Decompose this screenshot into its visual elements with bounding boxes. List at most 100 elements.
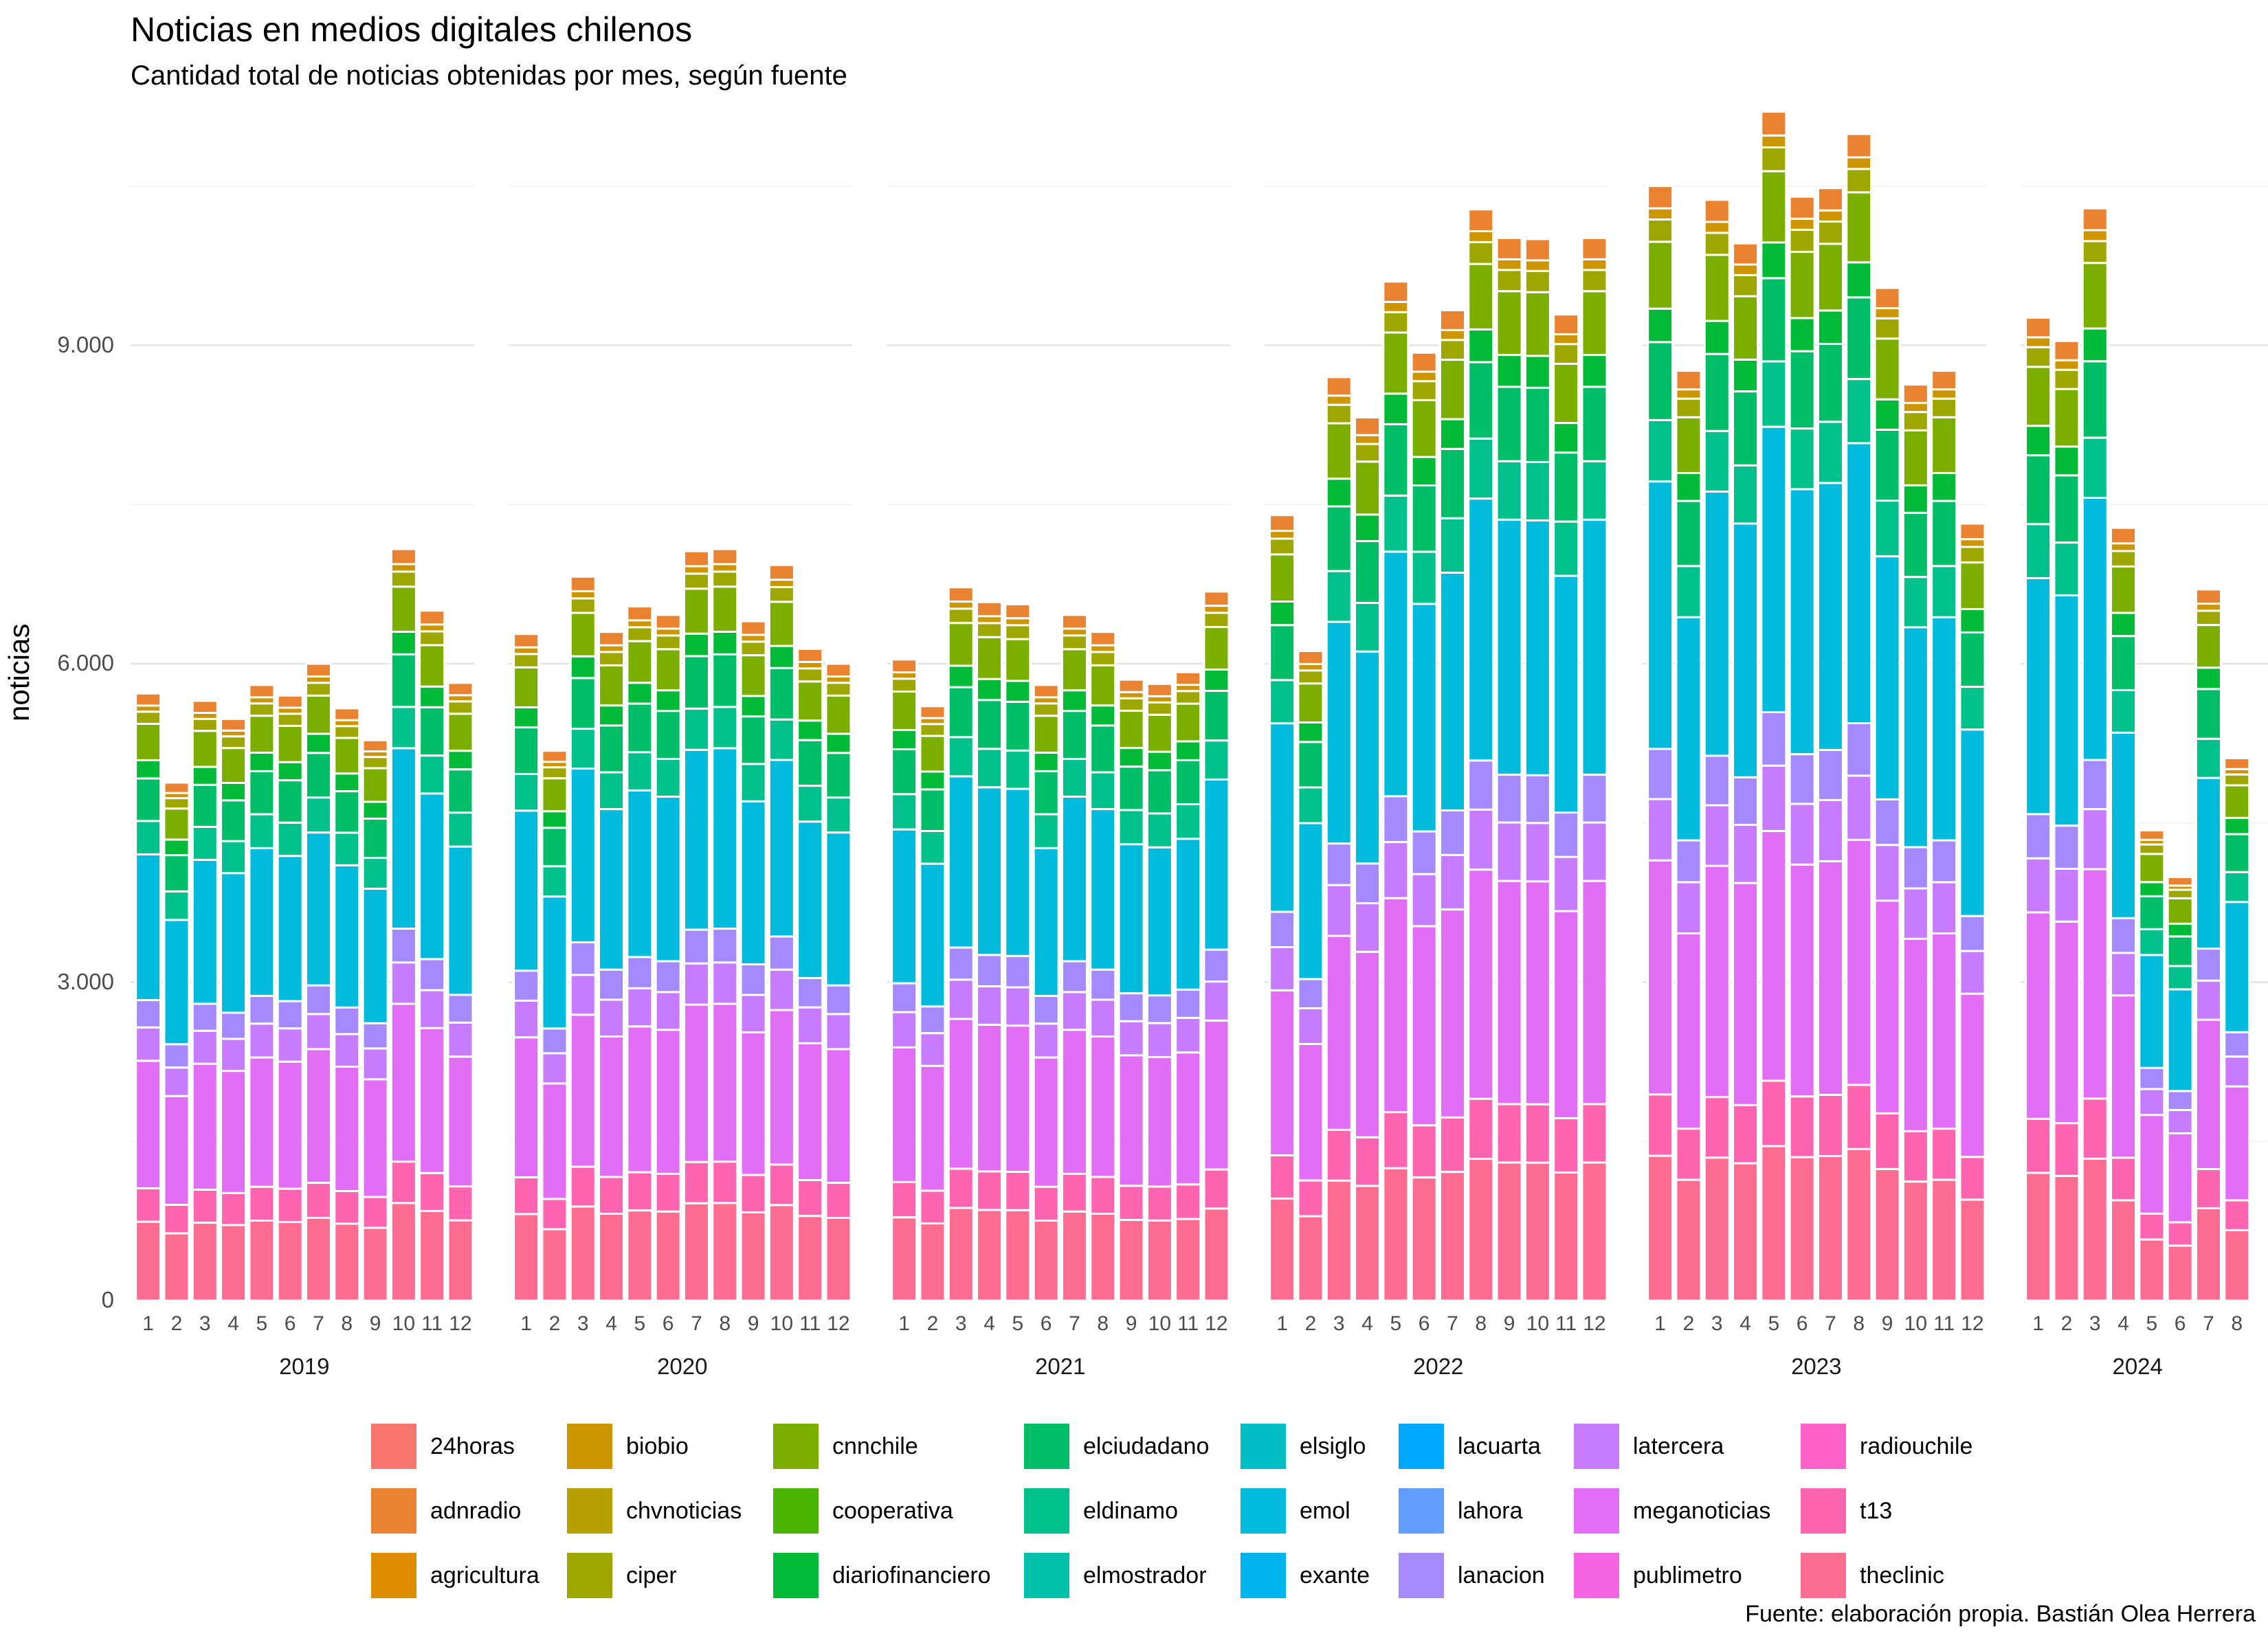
bar-segment-diariofinanciero xyxy=(2110,612,2137,638)
x-tick-label: 10 xyxy=(1148,1312,1172,1335)
bar-segment-theclinic xyxy=(1410,1176,1438,1302)
bar-segment-elciudadano xyxy=(682,655,710,710)
bar-segment-eldinamo xyxy=(419,754,446,795)
bar-segment-eldinamo xyxy=(919,829,946,865)
bar-segment-theclinic xyxy=(191,1222,219,1302)
bar-segment-diariofinanciero xyxy=(1703,319,1731,355)
legend-item: lacuarta xyxy=(1399,1414,1574,1479)
bar-segment-adnradio xyxy=(598,631,625,647)
bar-segment-biobio xyxy=(1438,328,1466,341)
bar-segment-adnradio xyxy=(1004,603,1032,620)
legend-item: cooperativa xyxy=(773,1479,1024,1543)
bar-segment-diariofinanciero xyxy=(1089,704,1117,727)
bar-segment-emol xyxy=(135,853,162,1002)
bar-segment-adnradio xyxy=(1647,185,1674,210)
bar-segment-ciper xyxy=(2081,240,2109,265)
bar-segment-diariofinanciero xyxy=(1325,478,1353,508)
bar-segment-diariofinanciero xyxy=(1496,354,1523,388)
bar-segment-elciudadano xyxy=(919,788,946,832)
bar-segment-adnradio xyxy=(768,563,795,581)
bar-segment-biobio xyxy=(1354,434,1381,445)
bar-segment-meganoticias xyxy=(1269,989,1296,1156)
bar-segment-meganoticias xyxy=(768,1009,795,1166)
legend-swatch xyxy=(773,1488,819,1534)
bar-segment-latercera xyxy=(1931,881,1958,934)
bar-segment-lanacion xyxy=(1788,753,1816,805)
x-tick-label: 11 xyxy=(1933,1312,1955,1335)
bar-segment-t13 xyxy=(1931,1128,1958,1181)
bar-segment-cnnchile xyxy=(1438,359,1466,420)
bar-segment-ciper xyxy=(654,634,682,651)
bar-segment-adnradio xyxy=(276,694,304,709)
bar-segment-cnnchile xyxy=(248,715,276,754)
bar-segment-adnradio xyxy=(1902,383,1929,404)
bar-segment-biobio xyxy=(947,601,975,610)
bar-segment-ciper xyxy=(447,700,474,715)
x-tick-label: 5 xyxy=(1390,1312,1402,1335)
bar-segment-latercera xyxy=(891,1011,918,1048)
x-tick-label: 4 xyxy=(605,1312,617,1335)
bar-segment-theclinic xyxy=(541,1228,568,1302)
x-tick-label: 8 xyxy=(719,1312,731,1335)
bar-segment-diariofinanciero xyxy=(2053,445,2080,477)
bar-segment-theclinic xyxy=(248,1220,276,1302)
bar-segment-ciper xyxy=(1647,218,1674,243)
bar-segment-eldinamo xyxy=(2025,523,2052,579)
bar-segment-cnnchile xyxy=(1760,170,1788,244)
bar-segment-ciper xyxy=(919,723,946,737)
bar-segment-theclinic xyxy=(682,1202,710,1302)
bar-segment-ciper xyxy=(333,725,361,739)
bar-segment-eldinamo xyxy=(654,758,682,798)
bar-segment-cnnchile xyxy=(768,601,795,647)
bar-segment-meganoticias xyxy=(1845,838,1873,1086)
x-tick-label: 2 xyxy=(548,1312,561,1335)
legend-item: eldinamo xyxy=(1024,1479,1241,1543)
bar-segment-biobio xyxy=(976,615,1003,625)
bar-segment-lanacion xyxy=(220,1011,247,1040)
bar-segment-elciudadano xyxy=(1959,631,1986,688)
bar-segment-diariofinanciero xyxy=(740,695,767,718)
bar-segment-theclinic xyxy=(1553,1171,1580,1302)
bar-segment-cnnchile xyxy=(447,713,474,752)
bar-segment-diariofinanciero xyxy=(1175,740,1202,761)
bar-segment-diariofinanciero xyxy=(419,685,446,708)
bar-segment-diariofinanciero xyxy=(1874,398,1901,431)
bar-segment-t13 xyxy=(1902,1130,1929,1183)
bar-segment-emol xyxy=(1788,488,1816,756)
legend-label: chvnoticias xyxy=(626,1497,742,1524)
bar-segment-diariofinanciero xyxy=(1269,600,1296,627)
bar-segment-meganoticias xyxy=(1581,879,1608,1106)
bar-segment-emol xyxy=(654,795,682,963)
bar-segment-emol xyxy=(2110,731,2137,919)
bar-segment-emol xyxy=(1060,795,1088,963)
bar-segment-adnradio xyxy=(1203,590,1230,607)
bar-segment-theclinic xyxy=(304,1216,332,1302)
bar-segment-emol xyxy=(976,786,1003,956)
bar-segment-lanacion xyxy=(163,1043,190,1069)
bar-segment-cnnchile xyxy=(135,722,162,761)
bar-segment-eldinamo xyxy=(2166,965,2194,991)
bar-segment-ciper xyxy=(2166,888,2194,899)
bar-segment-diariofinanciero xyxy=(891,728,918,750)
bar-segment-theclinic xyxy=(2081,1157,2109,1302)
legend-label: latercera xyxy=(1633,1433,1724,1459)
bar-segment-lanacion xyxy=(2081,759,2109,811)
bar-segment-t13 xyxy=(598,1176,625,1215)
bar-segment-meganoticias xyxy=(1760,829,1788,1082)
bar-segment-diariofinanciero xyxy=(2138,881,2166,897)
bar-segment-ciper xyxy=(2194,609,2222,627)
bar-segment-adnradio xyxy=(2194,588,2222,605)
bar-segment-cnnchile xyxy=(1647,240,1674,310)
x-tick-label: 1 xyxy=(1654,1312,1666,1335)
bar-segment-ciper xyxy=(1788,228,1816,254)
bar-segment-t13 xyxy=(1032,1185,1060,1222)
bar-segment-elciudadano xyxy=(1410,484,1438,553)
bar-segment-eldinamo xyxy=(1931,565,1958,618)
bar-segment-theclinic xyxy=(654,1210,682,1302)
bar-segment-latercera xyxy=(276,1027,304,1063)
x-tick-label: 9 xyxy=(747,1312,759,1335)
bar-segment-emol xyxy=(2166,988,2194,1092)
x-tick-label: 5 xyxy=(2146,1312,2158,1335)
bar-segment-adnradio xyxy=(654,614,682,630)
legend-item: cnnchile xyxy=(773,1414,1024,1479)
